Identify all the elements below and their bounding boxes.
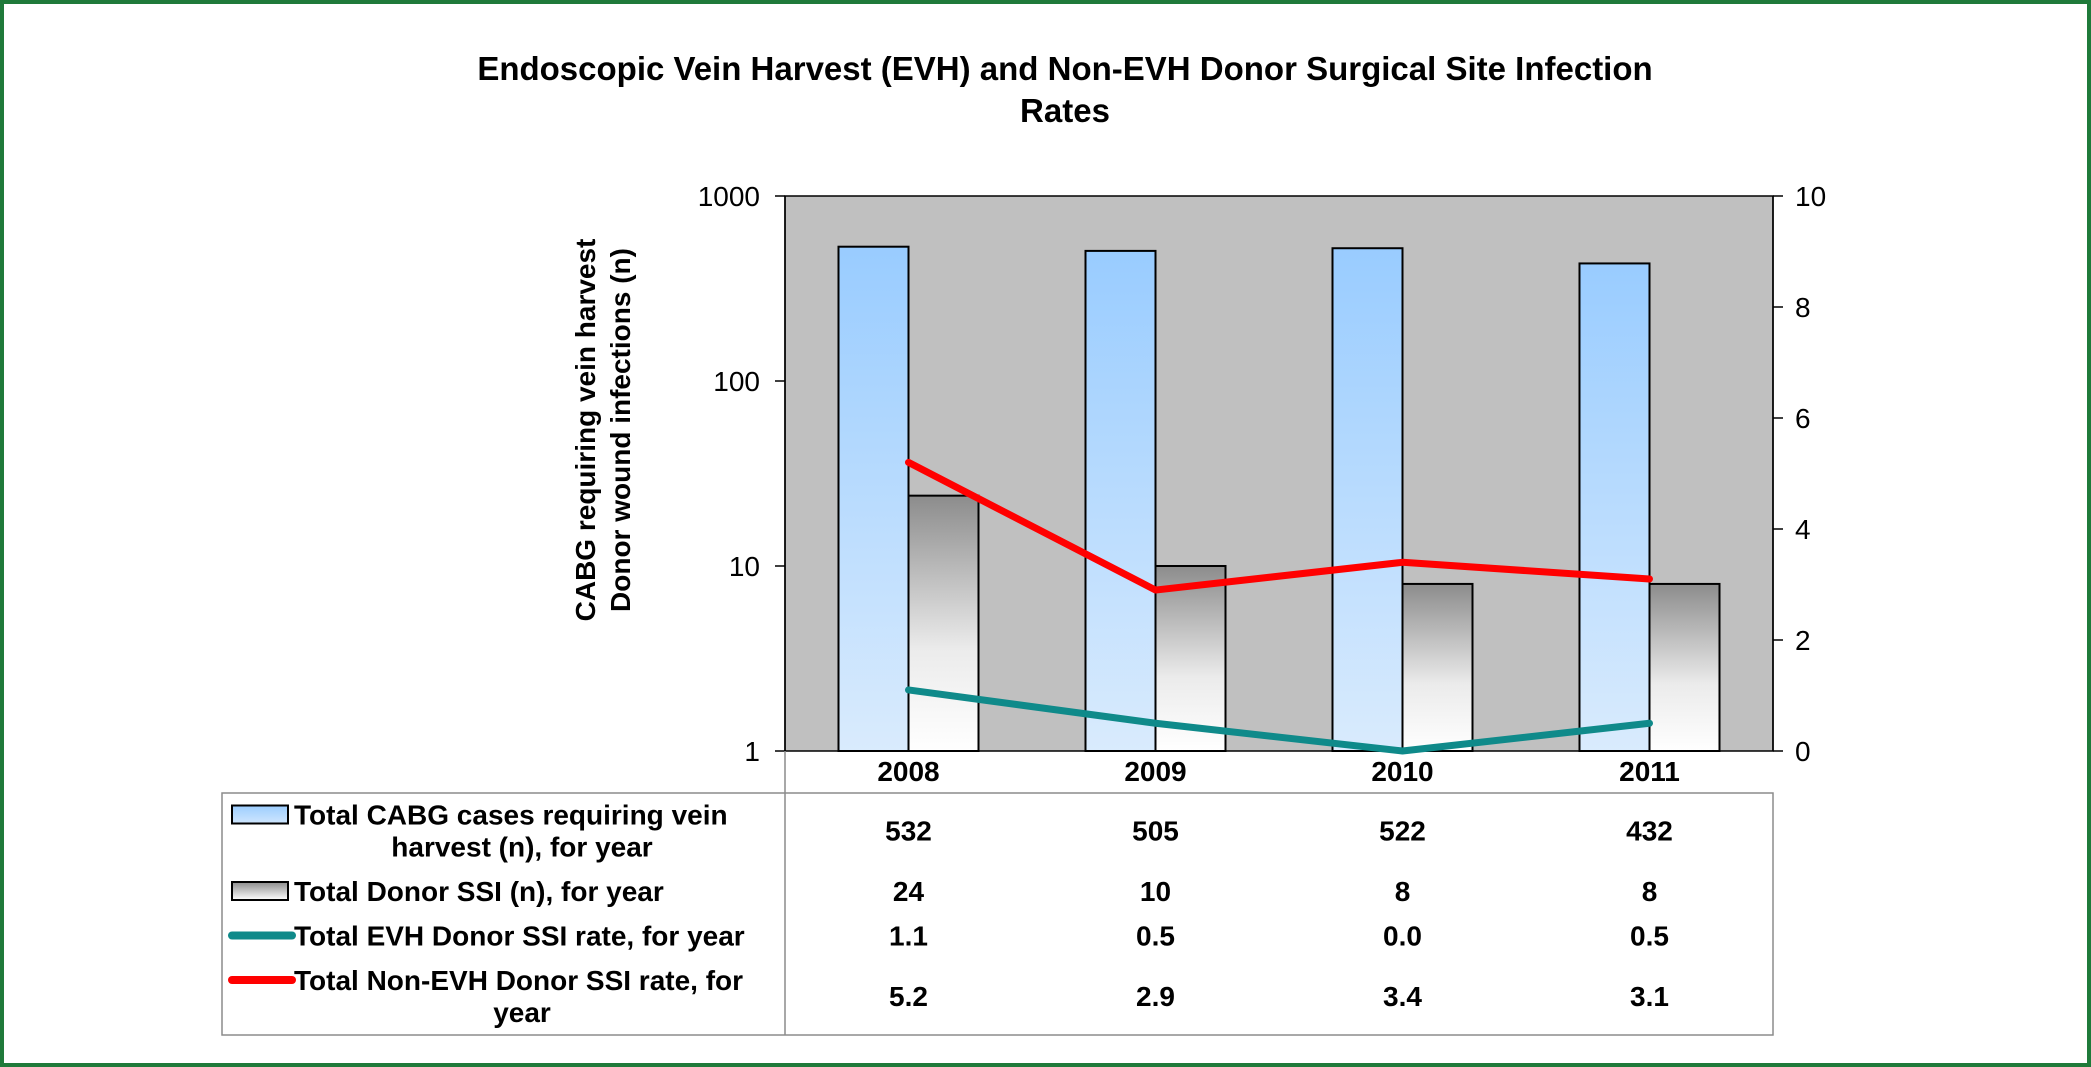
table-cell: 10: [1140, 876, 1171, 907]
chart-title-line-1: Endoscopic Vein Harvest (EVH) and Non-EV…: [477, 50, 1653, 87]
x-category-label: 2011: [1619, 756, 1680, 787]
line-non-evh-ssi-rate: [905, 458, 1653, 594]
table-cell: 0.5: [1630, 921, 1669, 952]
bar-donor-ssi-2009: [1154, 565, 1227, 752]
right-tick-label: 8: [1795, 292, 1811, 323]
legend-swatch: [231, 804, 289, 825]
left-tick-label: 1000: [698, 181, 760, 212]
table-cell: 532: [885, 816, 932, 847]
axes-layer: 1 10 100 1000 0 2 4 6 8 10 2008 2009 2010 2011: [698, 181, 1826, 787]
table-cell: 505: [1132, 816, 1179, 847]
series-label: year: [493, 997, 551, 1028]
left-tick-label: 100: [713, 366, 760, 397]
bar-cabg-2008: [837, 245, 910, 752]
right-tick-label: 0: [1795, 736, 1811, 767]
table-cell: 2.9: [1136, 981, 1175, 1012]
bars-layer: [837, 245, 1721, 753]
series-label: Total EVH Donor SSI rate, for year: [294, 921, 745, 952]
table-row: Total EVH Donor SSI rate, for year 1.1 0.5…: [228, 921, 1669, 952]
right-tick-label: 6: [1795, 403, 1811, 434]
table-cell: 5.2: [889, 981, 928, 1012]
lines-layer: [905, 458, 1653, 755]
table-cell: 3.4: [1383, 981, 1422, 1012]
table-cell: 0.0: [1383, 921, 1422, 952]
table-cell: 3.1: [1630, 981, 1669, 1012]
bar-donor-ssi-2010: [1401, 582, 1474, 752]
series-label: harvest (n), for year: [391, 832, 653, 863]
table-cell: 432: [1626, 816, 1673, 847]
series-label: Total Non-EVH Donor SSI rate, for: [294, 965, 743, 996]
table-cell: 1.1: [889, 921, 928, 952]
chart-title-line-2: Rates: [1020, 92, 1110, 129]
left-tick-label: 10: [729, 551, 760, 582]
table-cell: 8: [1642, 876, 1658, 907]
table-cell: 0.5: [1136, 921, 1175, 952]
right-tick-label: 2: [1795, 625, 1811, 656]
bar-donor-ssi-2008: [907, 494, 980, 752]
table-cell: 24: [893, 876, 925, 907]
bar-cabg-2009: [1084, 249, 1157, 753]
table-cell: 522: [1379, 816, 1426, 847]
bar-donor-ssi-2011: [1648, 582, 1721, 752]
chart-title: Endoscopic Vein Harvest (EVH) and Non-EV…: [400, 48, 1730, 132]
x-category-label: 2008: [877, 756, 939, 787]
bar-cabg-2010: [1331, 247, 1404, 752]
legend-swatch: [231, 881, 289, 901]
series-label: Total CABG cases requiring vein: [294, 800, 728, 831]
left-tick-label: 1: [744, 736, 760, 767]
y-axis-label-line-1: CABG requiring vein harvest: [570, 239, 601, 622]
table-cell: 8: [1395, 876, 1411, 907]
x-category-label: 2009: [1124, 756, 1186, 787]
series-label: Total Donor SSI (n), for year: [294, 876, 664, 907]
x-category-label: 2010: [1371, 756, 1433, 787]
line-evh-ssi-rate: [905, 686, 1653, 755]
table-row: Total Donor SSI (n), for year 24 10 8 8: [231, 876, 1658, 907]
bar-cabg-2011: [1578, 262, 1651, 752]
table-border: [221, 792, 1774, 1036]
right-tick-label: 10: [1795, 181, 1826, 212]
y-axis-label-line-2: Donor wound infections (n): [605, 248, 636, 612]
right-tick-label: 4: [1795, 514, 1811, 545]
